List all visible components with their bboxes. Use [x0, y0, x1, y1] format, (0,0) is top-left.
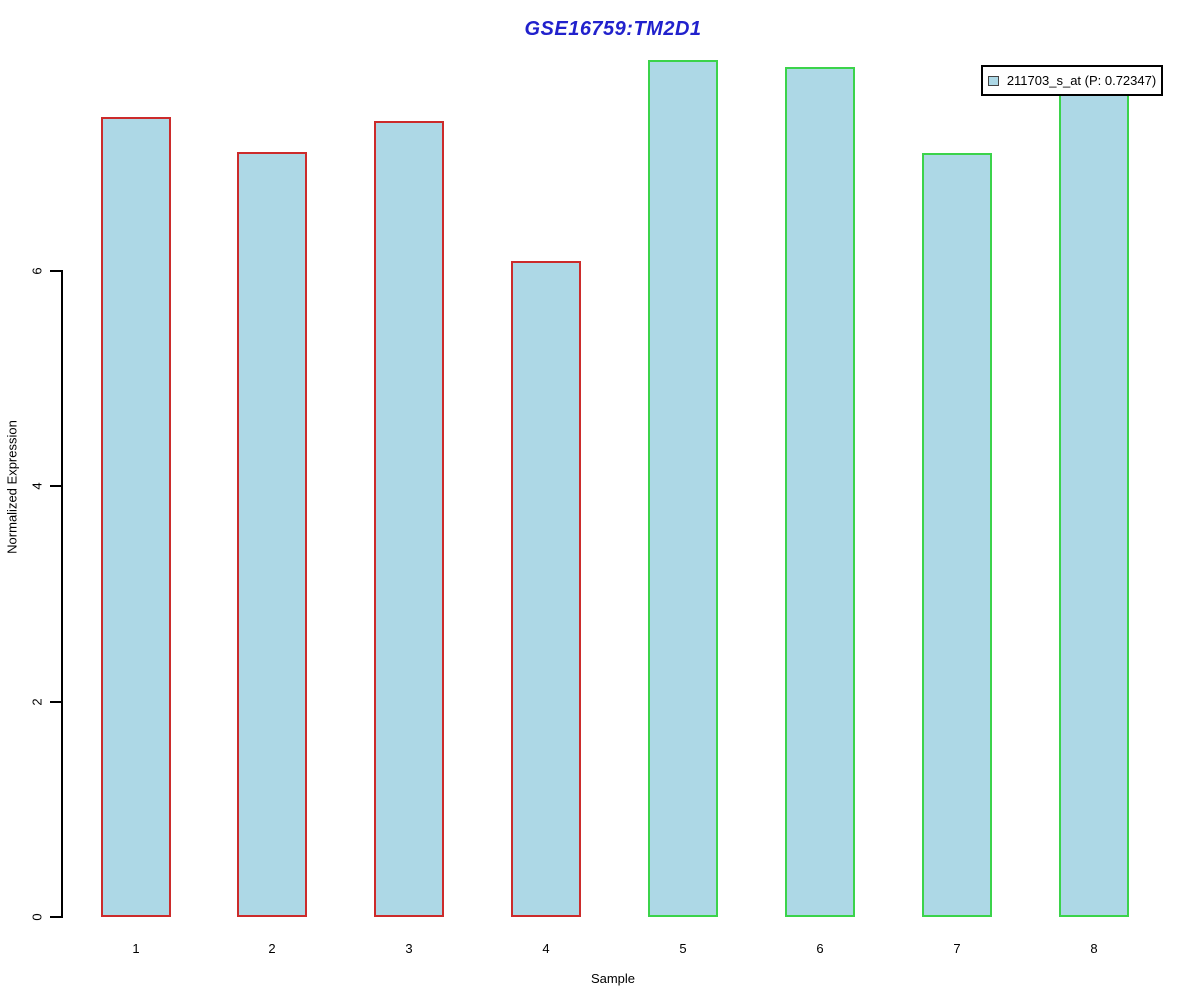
x-tick-label-4: 4 [542, 941, 550, 956]
bar-sample-3 [374, 121, 444, 917]
legend: 211703_s_at (P: 0.72347) [981, 65, 1163, 96]
x-axis-label: Sample [590, 971, 636, 986]
y-tick-label-6: 6 [29, 267, 45, 275]
y-tick-mark-6 [50, 270, 61, 272]
y-axis-line [61, 270, 63, 918]
y-tick-mark-2 [50, 701, 61, 703]
y-tick-mark-0 [50, 916, 61, 918]
bar-sample-1 [101, 117, 171, 917]
bar-sample-4 [511, 261, 581, 917]
bar-sample-7 [922, 153, 992, 917]
legend-swatch-square-icon [987, 75, 999, 86]
bar-sample-6 [785, 67, 855, 917]
bar-sample-5 [648, 60, 718, 917]
y-tick-mark-4 [50, 485, 61, 487]
bar-sample-8 [1059, 65, 1129, 917]
y-axis-label: Normalized Expression [4, 420, 20, 554]
x-tick-label-8: 8 [1090, 941, 1098, 956]
x-tick-label-7: 7 [953, 941, 961, 956]
x-tick-label-3: 3 [405, 941, 413, 956]
x-tick-label-5: 5 [679, 941, 687, 956]
y-tick-label-4: 4 [29, 482, 45, 490]
legend-label: 211703_s_at (P: 0.72347) [1006, 73, 1157, 88]
y-tick-label-0: 0 [29, 913, 45, 921]
x-tick-label-2: 2 [268, 941, 276, 956]
bar-sample-2 [237, 152, 307, 917]
x-tick-label-6: 6 [816, 941, 824, 956]
chart-title: GSE16759:TM2D1 [524, 18, 702, 40]
x-tick-label-1: 1 [132, 941, 140, 956]
y-tick-label-2: 2 [29, 698, 45, 706]
